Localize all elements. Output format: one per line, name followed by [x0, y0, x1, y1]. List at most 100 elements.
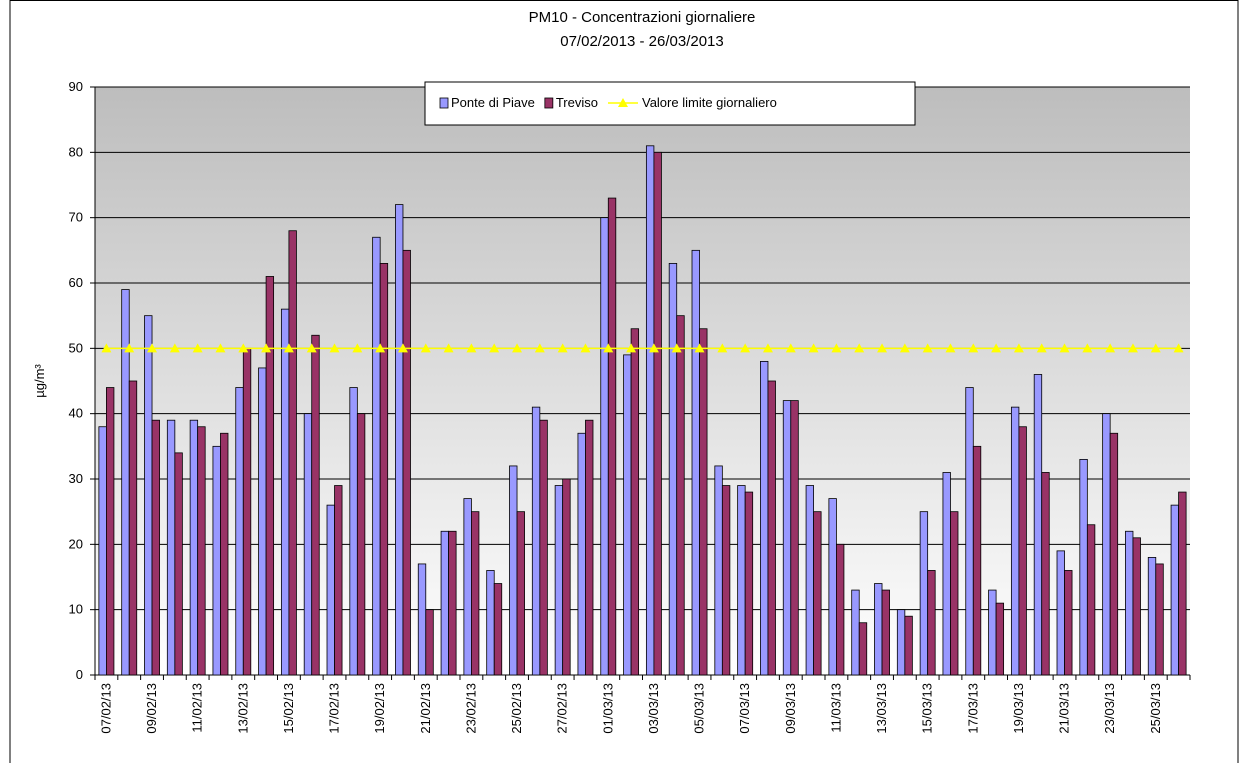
- x-tick-label: 05/03/13: [692, 683, 707, 734]
- bar: [280, 308, 290, 676]
- bar: [653, 151, 662, 676]
- x-tick-label: 01/03/13: [600, 683, 615, 734]
- bar: [805, 485, 814, 676]
- line-marker: [397, 343, 408, 353]
- bar: [828, 498, 837, 676]
- bar: [881, 589, 890, 676]
- bar: [1155, 563, 1164, 676]
- y-tick-label: 20: [69, 536, 83, 551]
- y-tick-label: 30: [69, 471, 83, 486]
- bar: [995, 602, 1005, 676]
- bar: [1147, 557, 1157, 676]
- line-marker: [831, 343, 842, 353]
- bar: [395, 204, 404, 676]
- y-tick-label: 10: [69, 602, 83, 617]
- bar: [265, 276, 275, 676]
- bar: [554, 485, 564, 676]
- bar: [258, 367, 267, 676]
- y-tick-label: 90: [69, 79, 83, 94]
- bar: [699, 328, 708, 676]
- bar: [448, 530, 457, 676]
- line-marker: [694, 343, 705, 353]
- x-tick-label: 21/02/13: [418, 683, 433, 734]
- bar: [919, 511, 929, 676]
- bar: [174, 452, 183, 676]
- bar: [379, 262, 389, 676]
- bar: [577, 432, 586, 676]
- bar: [714, 465, 723, 676]
- bar: [1102, 413, 1111, 676]
- line-marker: [101, 343, 112, 353]
- line-marker: [375, 343, 386, 353]
- bar: [927, 570, 936, 676]
- x-tick-label: 21/03/13: [1057, 683, 1072, 734]
- legend-swatch-marker: [617, 98, 628, 107]
- x-tick-label: 17/03/13: [965, 683, 980, 734]
- line-marker: [261, 343, 272, 353]
- x-tick-label: 13/03/13: [874, 683, 889, 734]
- bar: [197, 426, 206, 676]
- legend-box: [424, 81, 916, 126]
- bar: [326, 504, 335, 676]
- y-tick-label: 40: [69, 406, 83, 421]
- legend-swatch: [439, 97, 449, 109]
- bar: [531, 406, 541, 676]
- bar: [220, 432, 229, 676]
- bar: [440, 530, 449, 676]
- y-axis-label: µg/m³: [32, 364, 47, 398]
- line-marker: [1059, 343, 1070, 353]
- line-marker: [124, 343, 135, 353]
- x-tick-label: 15/03/13: [920, 683, 935, 734]
- bar: [760, 360, 769, 676]
- bar: [630, 328, 640, 676]
- bar: [1056, 550, 1065, 676]
- line-marker: [580, 343, 591, 353]
- plot-area: [95, 87, 1190, 675]
- bar: [471, 511, 480, 676]
- bar: [242, 347, 252, 676]
- line-marker: [945, 343, 956, 353]
- x-tick-label: 25/02/13: [509, 683, 524, 734]
- y-tick-label: 70: [69, 210, 83, 225]
- bar: [486, 570, 495, 676]
- line-marker: [238, 343, 249, 353]
- bar: [1178, 491, 1187, 676]
- line-marker: [283, 343, 294, 353]
- x-tick-label: 11/03/13: [828, 683, 843, 733]
- bar: [106, 387, 115, 676]
- line-marker: [192, 343, 203, 353]
- line-marker: [717, 343, 728, 353]
- x-tick-label: 07/02/13: [98, 683, 113, 734]
- line-marker: [1082, 343, 1093, 353]
- line-marker: [1013, 343, 1024, 353]
- x-tick-label: 25/03/13: [1148, 683, 1163, 734]
- line-marker: [922, 343, 933, 353]
- legend-label: Valore limite giornaliero: [642, 95, 777, 110]
- bar: [721, 485, 731, 676]
- chart-subtitle: 07/02/2013 - 26/03/2013: [560, 33, 723, 50]
- line-marker: [626, 343, 637, 353]
- bar: [767, 380, 776, 676]
- line-marker: [489, 343, 500, 353]
- line-marker: [1173, 343, 1184, 353]
- bar: [463, 498, 472, 676]
- line-marker: [215, 343, 226, 353]
- bar: [858, 622, 868, 676]
- bar: [904, 615, 913, 676]
- bar: [144, 315, 153, 676]
- bar: [782, 400, 792, 676]
- bar: [1064, 570, 1073, 676]
- x-tick-label: 19/03/13: [1011, 683, 1026, 734]
- bar: [1170, 504, 1179, 676]
- bar: [896, 609, 906, 676]
- bar: [349, 387, 358, 676]
- bar: [1132, 537, 1141, 676]
- bar: [539, 419, 548, 676]
- bar: [851, 589, 860, 676]
- line-marker: [991, 343, 1002, 353]
- bar: [1041, 472, 1050, 676]
- bar: [417, 563, 427, 676]
- legend-swatch: [544, 97, 554, 109]
